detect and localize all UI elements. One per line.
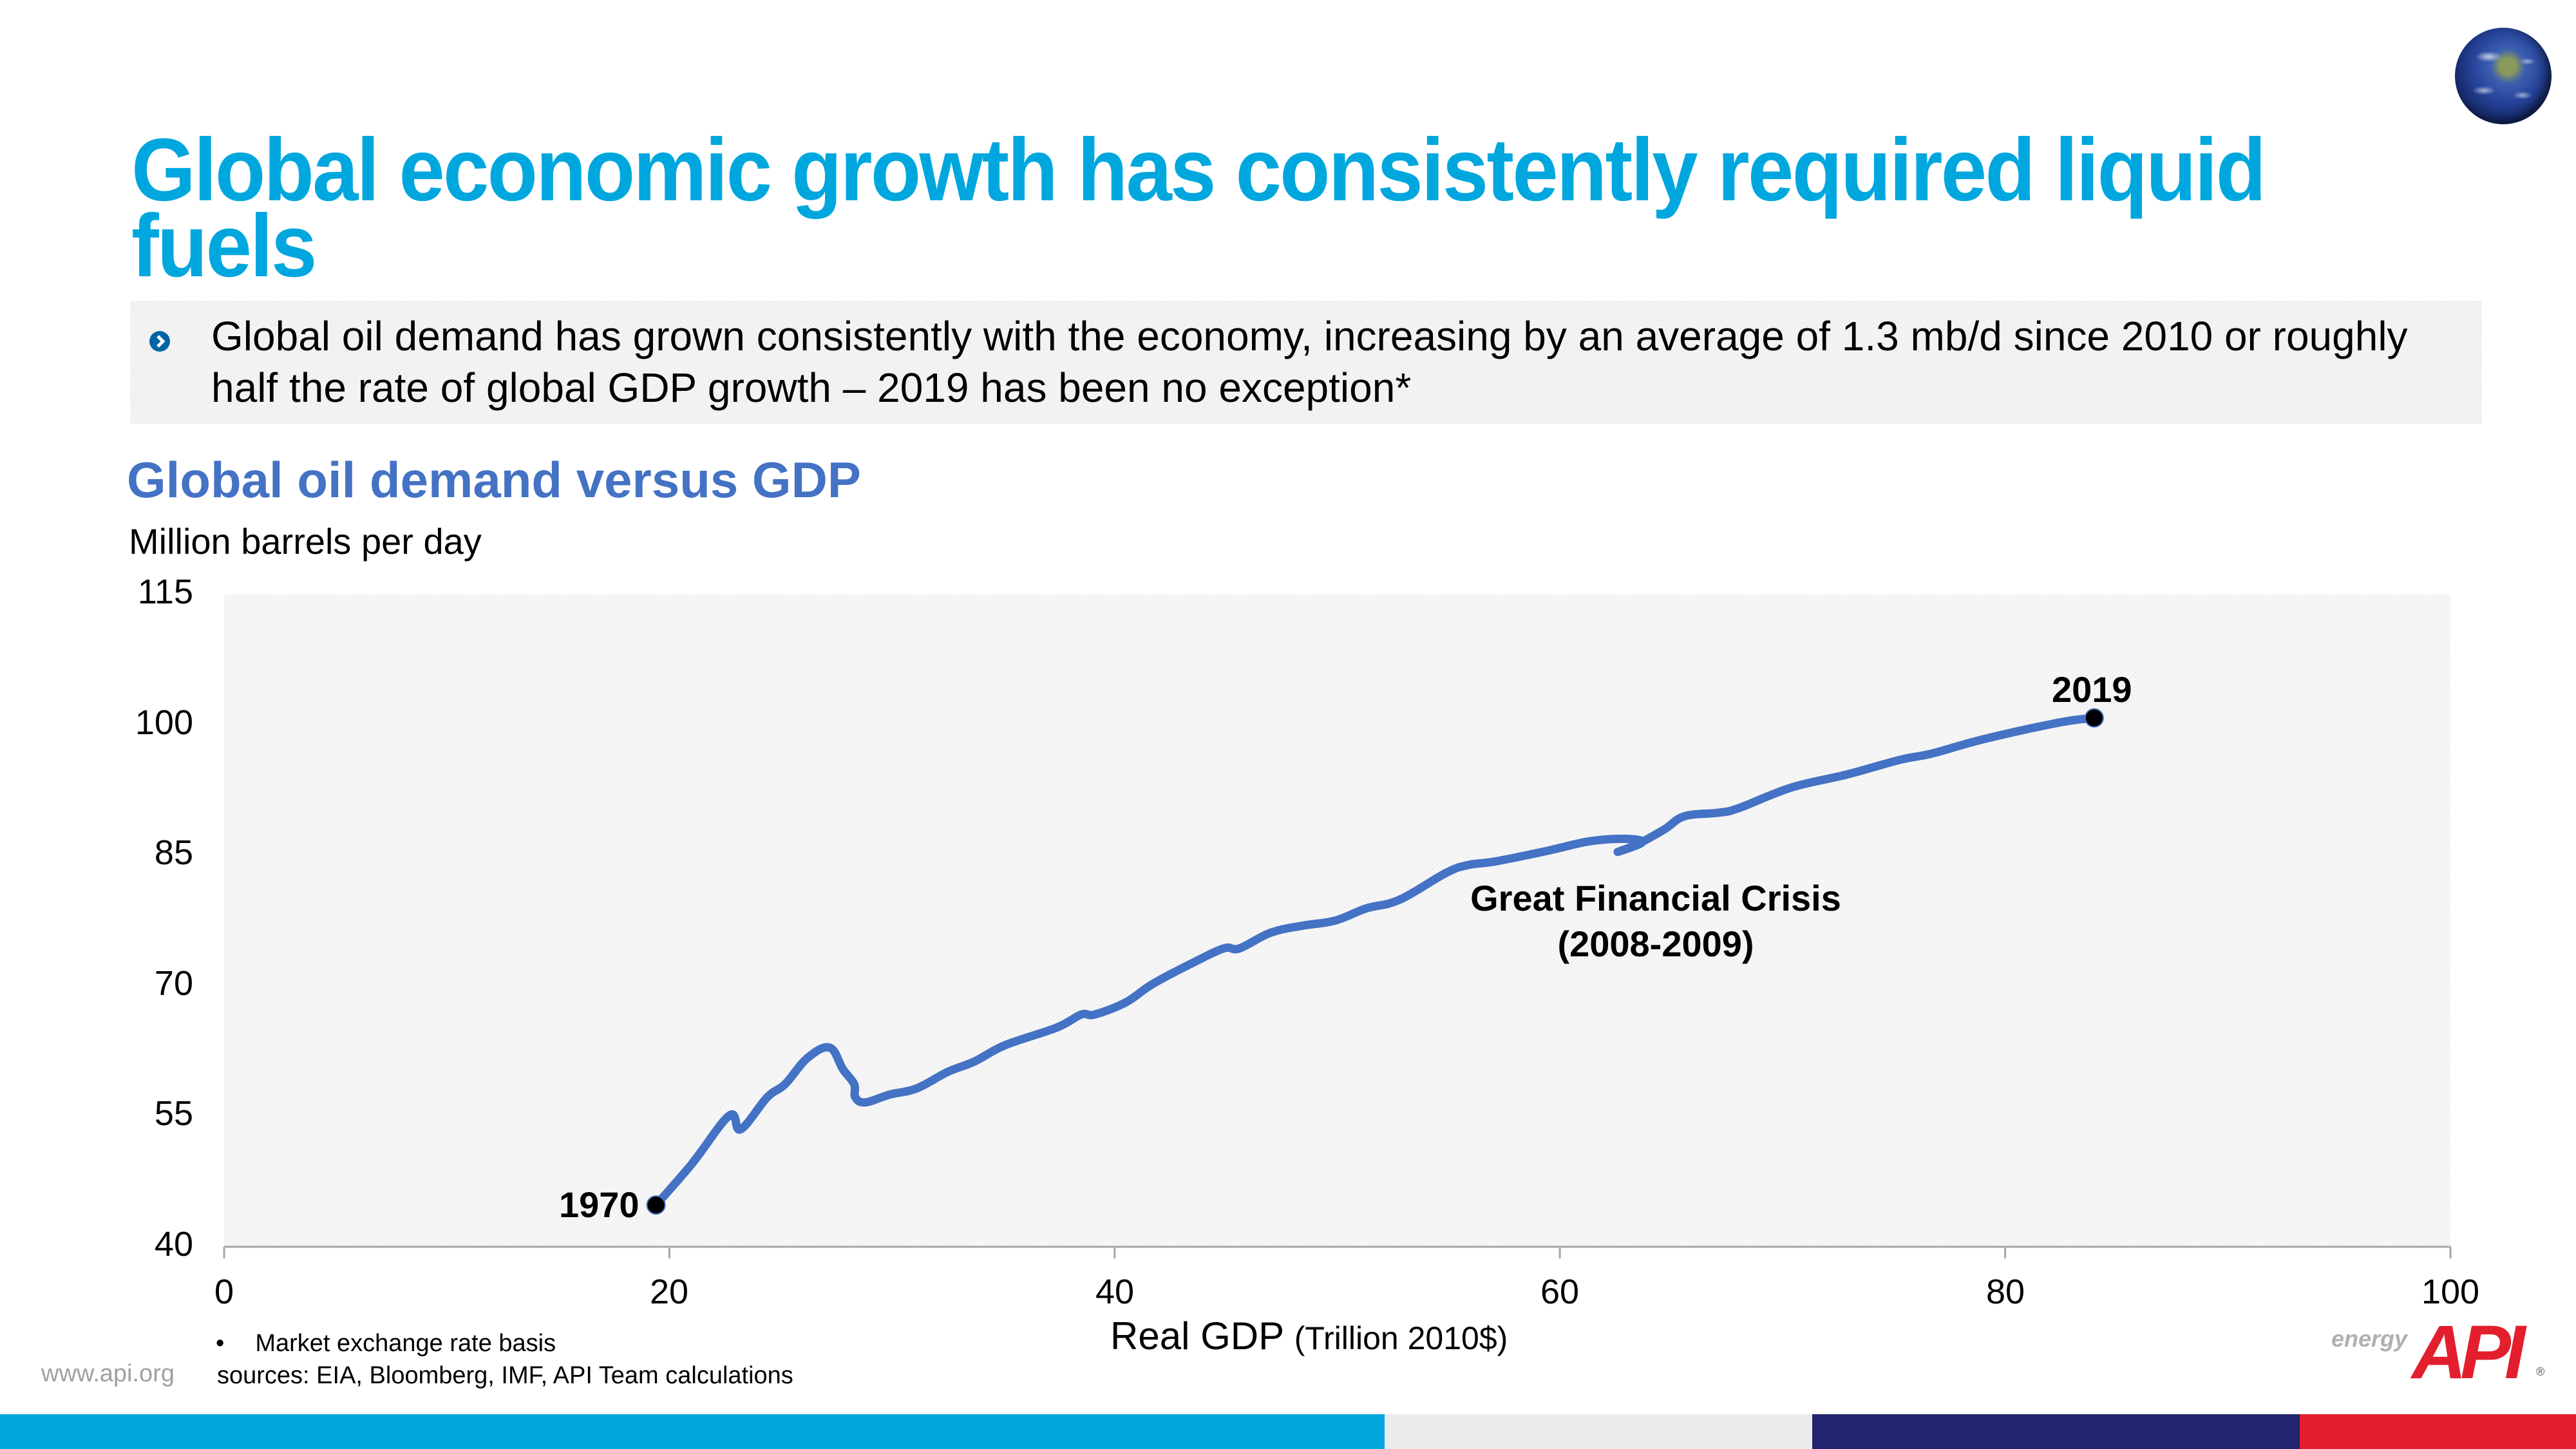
y-axis-label: Million barrels per day bbox=[129, 521, 482, 562]
footnote-market-text: Market exchange rate basis bbox=[255, 1330, 556, 1357]
x-tick-label: 40 bbox=[1095, 1273, 1135, 1311]
footer-bar-gray bbox=[1385, 1414, 1812, 1449]
logo-api-text: API bbox=[2412, 1310, 2526, 1395]
marker-1970 bbox=[646, 1195, 666, 1215]
bullet-text: Global oil demand has grown consistently… bbox=[211, 313, 2408, 411]
y-tick-label: 85 bbox=[154, 833, 193, 872]
y-tick-label: 100 bbox=[135, 703, 193, 742]
bullet-box bbox=[130, 301, 2482, 424]
chevron-right-circle-icon bbox=[149, 331, 170, 352]
annotation-2019: 2019 bbox=[2052, 669, 2132, 710]
footnote-bullet: • bbox=[216, 1330, 225, 1357]
footnote-market: • Market exchange rate basis bbox=[216, 1330, 556, 1358]
earth-globe-icon bbox=[2455, 28, 2552, 124]
footer-url[interactable]: www.api.org bbox=[41, 1360, 175, 1387]
series-line-oil-demand bbox=[652, 714, 2099, 1209]
slide-title: Global economic growth has consistently … bbox=[131, 120, 2266, 296]
footer-bar-navy bbox=[1812, 1414, 2300, 1449]
footer-bar-red bbox=[2300, 1414, 2576, 1449]
chart-title: Global oil demand versus GDP bbox=[127, 451, 861, 508]
x-tick-label: 0 bbox=[214, 1273, 234, 1311]
annotation-gfc-label: Great Financial Crisis bbox=[1470, 878, 1841, 918]
footer-bar-blue bbox=[0, 1414, 1385, 1449]
annotation-gfc-years: (2008-2009) bbox=[1557, 923, 1754, 964]
y-tick-label: 40 bbox=[154, 1225, 193, 1264]
marker-2019 bbox=[2084, 708, 2104, 728]
y-tick-label: 115 bbox=[137, 573, 193, 611]
x-tick-label: 60 bbox=[1540, 1273, 1580, 1311]
y-tick-label: 55 bbox=[154, 1094, 193, 1133]
logo-registered-mark: ® bbox=[2536, 1365, 2545, 1378]
x-tick-label: 100 bbox=[2421, 1273, 2480, 1311]
annotation-gfc: Great Financial Crisis (2008-2009) bbox=[1463, 877, 1849, 965]
footnote-sources: sources: EIA, Bloomberg, IMF, API Team c… bbox=[217, 1362, 793, 1389]
y-tick-label: 70 bbox=[154, 964, 193, 1003]
x-axis-label: Real GDP (Trillion 2010$) bbox=[1110, 1314, 1508, 1358]
logo-energy-word: energy bbox=[2331, 1325, 2408, 1352]
x-axis-label-text: Real GDP bbox=[1110, 1314, 1284, 1358]
x-tick-label: 20 bbox=[649, 1273, 689, 1311]
api-logo: energy API ® bbox=[2331, 1310, 2545, 1395]
annotation-1970: 1970 bbox=[559, 1184, 639, 1225]
x-tick-label: 80 bbox=[1985, 1273, 2025, 1311]
x-axis-label-unit: (Trillion 2010$) bbox=[1294, 1320, 1508, 1356]
